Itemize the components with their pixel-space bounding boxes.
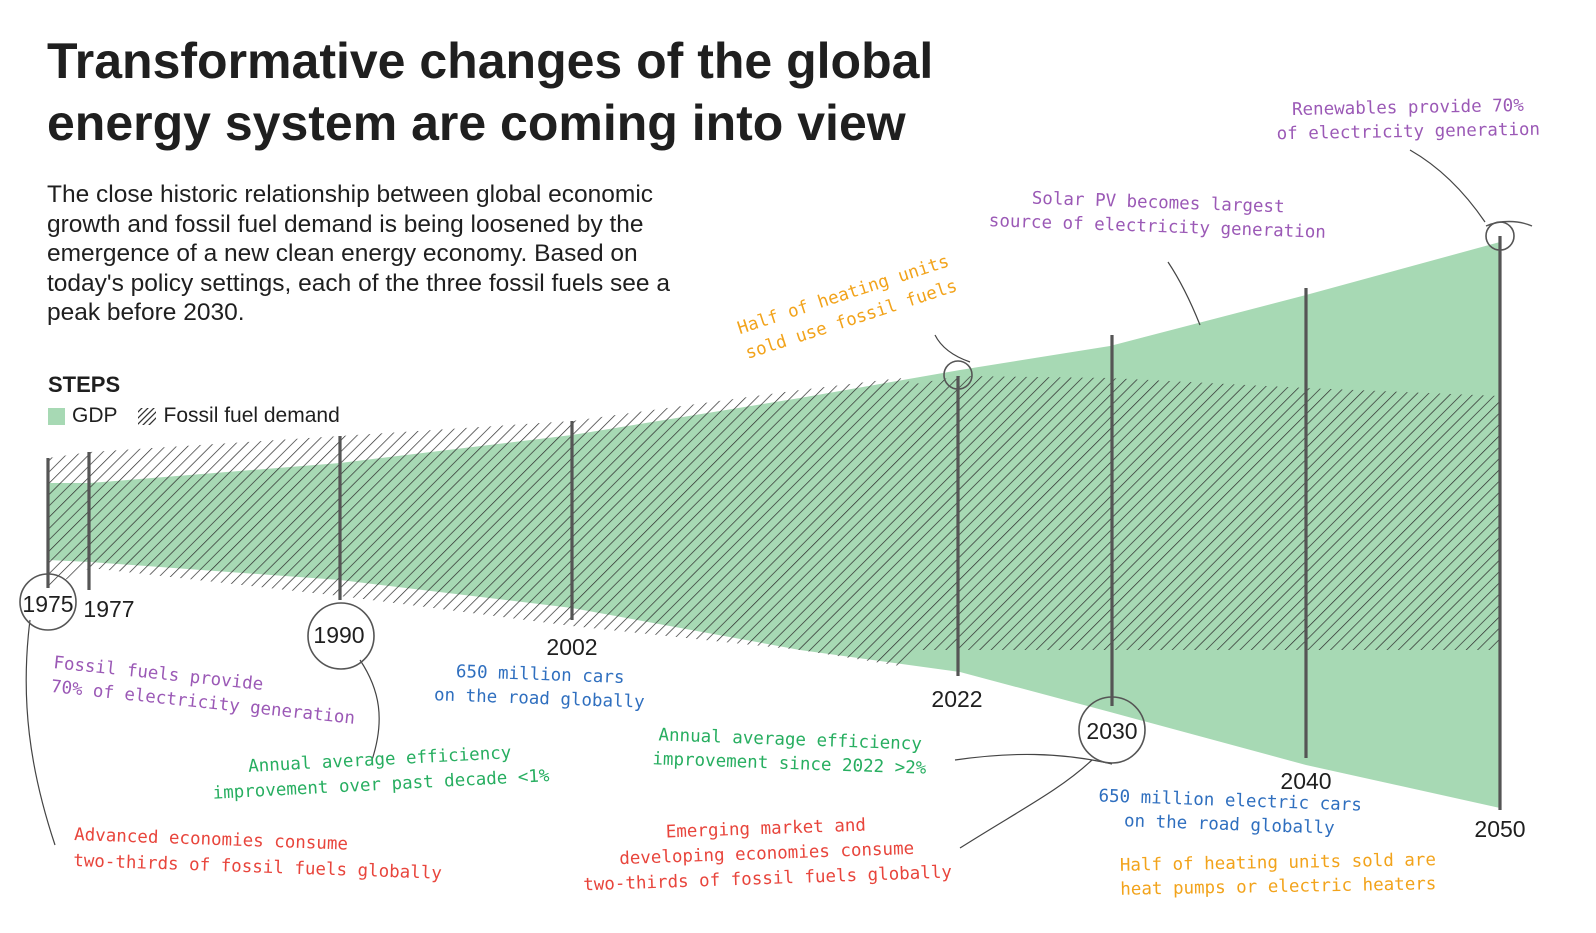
fossil-demand-band <box>48 376 1500 666</box>
legend-items: GDP Fossil fuel demand <box>48 404 360 428</box>
leader-line <box>959 759 1093 849</box>
milestone-circle <box>1078 696 1146 764</box>
chart-subtitle: The close historic relationship between … <box>47 181 670 326</box>
milestone-circle <box>19 573 77 631</box>
legend: STEPS GDP Fossil fuel demand <box>48 372 360 428</box>
annotation-text: 650 million cars <box>456 662 625 688</box>
year-label: 1990 <box>313 622 364 648</box>
annotation-text: two-thirds of fossil fuels globally <box>73 851 442 884</box>
hatch-swatch <box>137 407 156 425</box>
annotation-renewables_70: Renewables provide 70%of electricity gen… <box>1276 96 1540 145</box>
year-label: 1977 <box>83 596 134 622</box>
year-label: 2022 <box>931 686 982 712</box>
milestone-circle <box>307 602 375 670</box>
year-label: 2040 <box>1280 768 1331 794</box>
milestone-circle <box>943 360 973 390</box>
leader-line <box>1167 261 1201 326</box>
annotation-text: Advanced economies consume <box>74 825 348 855</box>
annotation-text: on the road globally <box>434 685 645 712</box>
leader-line <box>359 659 380 761</box>
annotation-text: improvement since 2022 >2% <box>652 749 927 779</box>
year-label: 2050 <box>1474 816 1525 842</box>
bands-layer <box>48 242 1500 808</box>
annotation-text: on the road globally <box>1124 811 1335 838</box>
leader-line <box>934 334 971 363</box>
annotation-text: Renewables provide 70% <box>1292 96 1525 120</box>
circle-tail <box>1485 220 1533 227</box>
gdp-swatch <box>48 407 65 425</box>
leader-line <box>25 619 56 846</box>
legend-item-gdp: GDP <box>48 404 118 428</box>
chart-title: Transformative changes of the global ene… <box>47 33 934 151</box>
annotation-text: of electricity generation <box>1276 120 1540 145</box>
legend-item-fossil: Fossil fuel demand <box>137 404 340 428</box>
legend-fossil-label: Fossil fuel demand <box>163 404 340 427</box>
annotation-text: Emerging market and <box>665 816 866 843</box>
leader-line <box>1409 149 1486 223</box>
milestones-layer: 1975 1977 1990 2002 2022 2030 2040 2050 <box>19 220 1533 842</box>
year-label: 2002 <box>546 634 597 660</box>
leader-line <box>954 753 1113 765</box>
year-label: 2030 <box>1086 718 1137 744</box>
annotation-text: heat pumps or electric heaters <box>1120 874 1436 900</box>
year-label: 1975 <box>22 591 73 617</box>
leader-lines-layer <box>25 149 1486 849</box>
annotation-text: Half of heating units sold are <box>1120 850 1436 876</box>
legend-title: STEPS <box>48 372 121 397</box>
legend-gdp-label: GDP <box>72 404 118 427</box>
